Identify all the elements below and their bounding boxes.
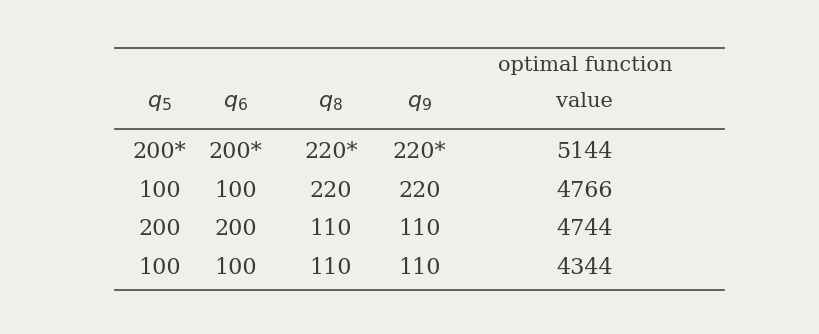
Text: 220*: 220* [393,141,446,163]
Text: 110: 110 [399,257,441,279]
Text: 220: 220 [399,180,441,201]
Text: 200*: 200* [209,141,263,163]
Text: value: value [556,92,613,111]
Text: 100: 100 [138,257,181,279]
Text: 200: 200 [138,218,181,240]
Text: 110: 110 [310,218,352,240]
Text: 110: 110 [310,257,352,279]
Text: 4744: 4744 [557,218,613,240]
Text: 100: 100 [138,180,181,201]
Text: 4344: 4344 [556,257,613,279]
Text: $q_8$: $q_8$ [319,91,343,113]
Text: 220: 220 [310,180,352,201]
Text: $q_9$: $q_9$ [407,91,432,113]
Text: 100: 100 [215,180,257,201]
Text: 200: 200 [215,218,257,240]
Text: $q_6$: $q_6$ [223,91,248,113]
Text: 100: 100 [215,257,257,279]
Text: 220*: 220* [304,141,358,163]
Text: 5144: 5144 [557,141,613,163]
Text: 110: 110 [399,218,441,240]
Text: 200*: 200* [133,141,187,163]
Text: $q_5$: $q_5$ [147,91,172,113]
Text: 4766: 4766 [557,180,613,201]
Text: optimal function: optimal function [497,56,672,75]
